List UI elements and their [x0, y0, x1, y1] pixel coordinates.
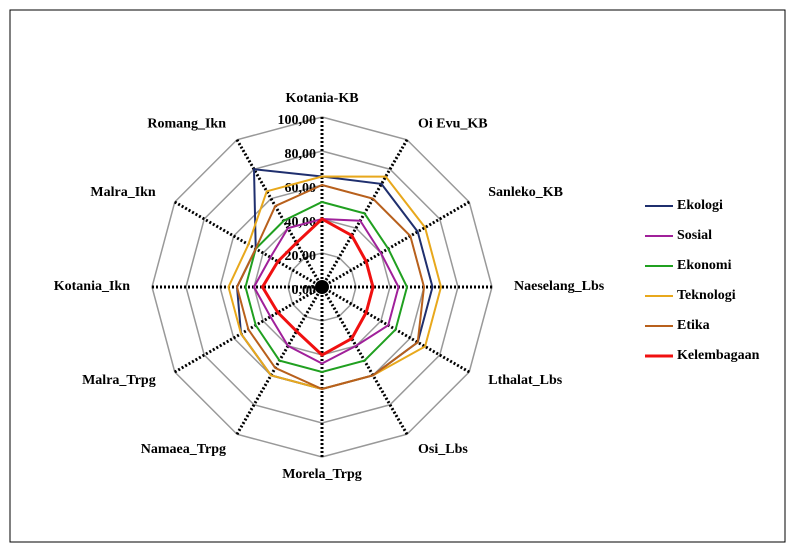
- y-tick-label: 80,00: [285, 147, 317, 162]
- y-tick-label: 0,00: [292, 283, 317, 298]
- category-label: Morela_Trpg: [282, 467, 362, 482]
- category-label: Kotania-KB: [285, 91, 358, 106]
- legend-label: Etika: [677, 318, 710, 333]
- category-label: Sanleko_KB: [488, 185, 563, 200]
- legend-label: Ekologi: [677, 198, 723, 213]
- legend-label: Teknologi: [677, 288, 736, 303]
- axis-spoke: [321, 200, 470, 289]
- center-hub: [315, 280, 329, 294]
- series-line: [252, 217, 400, 365]
- y-tick-label: 20,00: [285, 249, 317, 264]
- series-line: [260, 217, 375, 357]
- category-label: Namaea_Trpg: [141, 442, 226, 457]
- category-label: Oi Evu_KB: [418, 116, 488, 131]
- category-label: Kotania_Ikn: [54, 279, 130, 294]
- legend-label: Sosial: [677, 228, 712, 243]
- axis-spoke: [235, 139, 324, 288]
- category-label: Malra_Ikn: [90, 185, 156, 200]
- chart-frame: [9, 9, 786, 543]
- series-line: [235, 183, 426, 391]
- legend-label: Ekonomi: [677, 258, 732, 273]
- category-label: Naeselang_Lbs: [514, 279, 605, 294]
- category-label: Osi_Lbs: [418, 442, 468, 457]
- category-label: Lthalat_Lbs: [488, 373, 562, 388]
- y-tick-label: 100,00: [278, 113, 317, 128]
- category-label: Malra_Trpg: [82, 373, 156, 388]
- legend-label: Kelembagaan: [677, 348, 760, 363]
- category-label: Romang_Ikn: [147, 116, 226, 131]
